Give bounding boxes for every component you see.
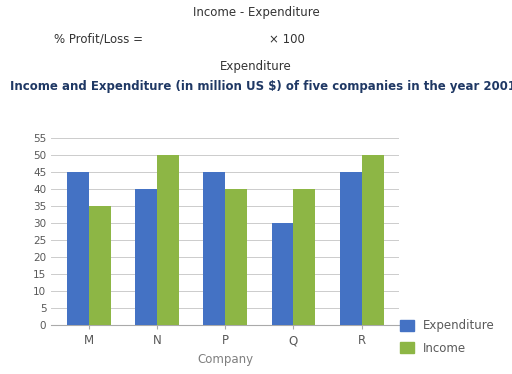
- Text: Income and Expenditure (in million US $) of five companies in the year 2001.: Income and Expenditure (in million US $)…: [10, 80, 512, 94]
- Bar: [89, 206, 111, 325]
- Bar: [157, 155, 179, 325]
- Text: Expenditure: Expenditure: [220, 60, 292, 73]
- Legend: Expenditure, Income: Expenditure, Income: [394, 313, 501, 361]
- Bar: [340, 172, 361, 325]
- Text: % Profit/Loss =: % Profit/Loss =: [54, 33, 143, 46]
- Text: × 100: × 100: [269, 33, 305, 46]
- Bar: [293, 189, 315, 325]
- X-axis label: Company: Company: [197, 353, 253, 366]
- Bar: [361, 155, 383, 325]
- Bar: [135, 189, 157, 325]
- Text: Income - Expenditure: Income - Expenditure: [193, 6, 319, 19]
- Bar: [203, 172, 225, 325]
- Bar: [225, 189, 247, 325]
- Bar: [67, 172, 89, 325]
- Bar: [272, 223, 293, 325]
